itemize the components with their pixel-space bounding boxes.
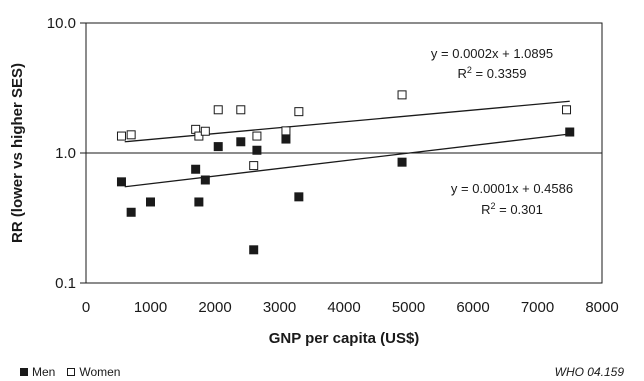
legend: Men Women: [20, 365, 120, 379]
women-data-point: [116, 131, 126, 141]
women-data-point: [562, 105, 572, 115]
women-data-point: [252, 131, 262, 141]
men-trendline: [124, 133, 570, 188]
men-data-point: [236, 137, 246, 147]
men-data-point: [213, 142, 223, 152]
women-data-point: [200, 126, 210, 136]
legend-label-women: Women: [79, 365, 121, 379]
open-square-icon: [67, 368, 76, 376]
men-data-point: [565, 127, 575, 137]
x-tick-label: 0: [82, 299, 90, 316]
source-credit: WHO 04.159: [554, 365, 624, 379]
x-axis-title: GNP per capita (US$): [269, 330, 420, 347]
women-data-point: [397, 90, 407, 100]
men-equation: y = 0.0001x + 0.4586: [451, 181, 573, 196]
men-r2-value: = 0.301: [496, 202, 543, 217]
men-r2-exponent: 2: [491, 201, 496, 211]
x-tick-label: 6000: [456, 299, 489, 316]
men-data-point: [252, 145, 262, 155]
women-data-point: [294, 107, 304, 117]
women-r2-exponent: 2: [467, 65, 472, 75]
men-data-point: [397, 157, 407, 167]
men-data-point: [249, 245, 259, 255]
women-r2-symbol: R: [458, 66, 467, 81]
men-data-point: [194, 197, 204, 207]
women-data-point: [236, 105, 246, 115]
men-data-point: [146, 197, 155, 207]
scatter-chart: 0 1000 2000 3000 4000 5000 6000 7000 8000 0.1 1.0 1…: [9, 15, 619, 347]
men-r2-symbol: R: [481, 202, 490, 217]
y-axis-title: RR (lower vs higher SES): [9, 63, 26, 243]
legend-item-men: Men: [20, 365, 55, 379]
men-data-point: [294, 192, 304, 202]
x-tick-label: 3000: [263, 299, 296, 316]
x-tick-label: 1000: [134, 299, 167, 316]
y-tick-label: 10.0: [47, 15, 76, 32]
men-data-point: [116, 177, 126, 187]
x-tick-label: 5000: [392, 299, 425, 316]
women-data-point: [213, 105, 223, 115]
x-tick-label: 4000: [327, 299, 360, 316]
women-trendline: [124, 100, 570, 143]
women-r2: R2 = 0.3359: [458, 65, 527, 81]
men-data-point: [191, 164, 201, 174]
men-data-point: [281, 134, 291, 144]
women-r2-value: = 0.3359: [472, 66, 527, 81]
women-equation: y = 0.0002x + 1.0895: [431, 46, 553, 61]
x-tick-label: 8000: [585, 299, 618, 316]
men-data-point: [200, 175, 210, 185]
women-data-point: [126, 130, 136, 140]
x-tick-label: 7000: [521, 299, 554, 316]
legend-item-women: Women: [67, 365, 120, 379]
legend-label-men: Men: [32, 365, 56, 379]
x-tick-label: 2000: [198, 299, 231, 316]
filled-square-icon: [20, 368, 28, 376]
women-data-point: [281, 126, 291, 136]
men-data-point: [126, 207, 136, 217]
men-r2: R2 = 0.301: [481, 201, 543, 217]
y-tick-label: 1.0: [55, 145, 76, 162]
women-data-point: [249, 161, 259, 171]
y-tick-label: 0.1: [55, 275, 76, 292]
women-data-point: [194, 131, 204, 141]
